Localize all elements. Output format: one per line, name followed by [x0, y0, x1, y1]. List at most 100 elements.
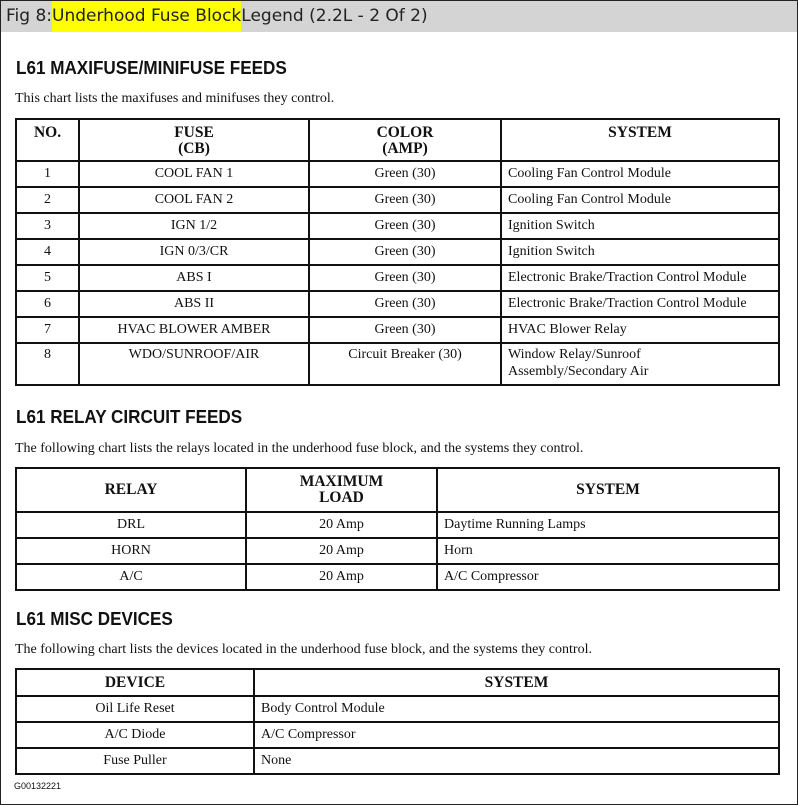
table-cell: COOL FAN 2 [78, 186, 310, 214]
table-cell: 20 Amp [245, 537, 438, 565]
table-row: DRL 20 Amp Daytime Running Lamps [15, 511, 780, 539]
table-cell: Oil Life Reset [15, 695, 255, 723]
table-cell: IGN 1/2 [78, 212, 310, 240]
section-heading-misc: L61 MISC DEVICES [16, 609, 173, 629]
column-header-line: NO. [33, 124, 62, 141]
maxifuse-table-body: 1 COOL FAN 1 Green (30) Cooling Fan Control… [15, 160, 780, 386]
figure-title-prefix: Fig 8: [6, 6, 53, 26]
table-cell: 4 [15, 238, 80, 266]
table-cell: 8 [15, 342, 80, 386]
table-cell: Daytime Running Lamps [436, 511, 780, 539]
table-cell: 5 [15, 264, 80, 292]
table-cell: A/C Compressor [253, 721, 780, 749]
table-cell: ABS II [78, 290, 310, 318]
column-header-line: SYSTEM [608, 124, 672, 141]
table-cell: 20 Amp [245, 563, 438, 591]
column-header-line: (AMP) [382, 140, 428, 157]
figure-title-bar: Fig 8: Underhood Fuse Block Legend (2.2L… [1, 1, 797, 32]
table-cell: Horn [436, 537, 780, 565]
table-cell: WDO/SUNROOF/AIR [78, 342, 310, 386]
column-header: DEVICE [15, 668, 255, 697]
table-row: A/C Diode A/C Compressor [15, 721, 780, 749]
section-description-relay: The following chart lists the relays loc… [15, 441, 584, 456]
table-cell: ABS I [78, 264, 310, 292]
table-header-row: DEVICE SYSTEM [15, 668, 780, 697]
section-heading-maxifuse: L61 MAXIFUSE/MINIFUSE FEEDS [16, 58, 287, 78]
table-row: 4 IGN 0/3/CR Green (30) Ignition Switch [15, 238, 780, 266]
table-cell: Window Relay/Sunroof Assembly/Secondary … [500, 342, 780, 386]
table-cell: Green (30) [308, 316, 502, 344]
column-header-line: RELAY [104, 481, 158, 498]
section-description-maxifuse: This chart lists the maxifuses and minif… [15, 91, 335, 106]
figure-title-highlight: Underhood Fuse Block [52, 1, 242, 32]
column-header-line: SYSTEM [576, 481, 640, 498]
table-cell: Cooling Fan Control Module [500, 186, 780, 214]
relay-table: RELAY MAXIMUM LOAD SYSTEM DRL 20 Amp Daytime … [15, 467, 780, 591]
table-row: 8 WDO/SUNROOF/AIR Circuit Breaker (30) Wind… [15, 342, 780, 386]
table-cell: Ignition Switch [500, 238, 780, 266]
column-header-line: SYSTEM [484, 673, 549, 691]
table-row: Fuse Puller None [15, 747, 780, 775]
table-cell: Green (30) [308, 212, 502, 240]
table-cell: DRL [15, 511, 247, 539]
table-cell: Green (30) [308, 264, 502, 292]
relay-table-body: DRL 20 Amp Daytime Running Lamps HORN 20 Amp… [15, 511, 780, 591]
table-cell: Electronic Brake/Traction Control Module [500, 290, 780, 318]
table-cell: A/C [15, 563, 247, 591]
table-cell: HVAC BLOWER AMBER [78, 316, 310, 344]
column-header-line: LOAD [319, 489, 364, 506]
table-cell: 2 [15, 186, 80, 214]
column-header: COLOR (AMP) [308, 118, 502, 162]
section-heading-relay: L61 RELAY CIRCUIT FEEDS [16, 407, 243, 427]
table-row: 3 IGN 1/2 Green (30) Ignition Switch [15, 212, 780, 240]
column-header: NO. [15, 118, 80, 162]
table-cell: None [253, 747, 780, 775]
table-cell: Green (30) [308, 238, 502, 266]
figure-code: G00132221 [14, 781, 62, 791]
figure-title-suffix: Legend (2.2L - 2 Of 2) [241, 6, 428, 26]
table-header-row: RELAY MAXIMUM LOAD SYSTEM [15, 467, 780, 513]
table-cell: 3 [15, 212, 80, 240]
column-header: SYSTEM [436, 467, 780, 513]
column-header: SYSTEM [253, 668, 780, 697]
column-header-line: MAXIMUM [299, 473, 384, 490]
table-row: Oil Life Reset Body Control Module [15, 695, 780, 723]
column-header-line: COLOR [376, 124, 434, 141]
table-cell: Cooling Fan Control Module [500, 160, 780, 188]
misc-table-body: Oil Life Reset Body Control Module A/C Dio… [15, 695, 780, 775]
table-cell: 7 [15, 316, 80, 344]
table-row: 5 ABS I Green (30) Electronic Brake/Tractio… [15, 264, 780, 292]
table-cell: A/C Compressor [436, 563, 780, 591]
column-header-line: DEVICE [104, 673, 166, 691]
column-header: RELAY [15, 467, 247, 513]
table-row: 7 HVAC BLOWER AMBER Green (30) HVAC Blower … [15, 316, 780, 344]
table-cell: HVAC Blower Relay [500, 316, 780, 344]
column-header: SYSTEM [500, 118, 780, 162]
table-cell: 1 [15, 160, 80, 188]
table-cell: IGN 0/3/CR [78, 238, 310, 266]
table-cell: Green (30) [308, 186, 502, 214]
table-cell: 20 Amp [245, 511, 438, 539]
column-header-line: (CB) [178, 140, 210, 157]
table-row: 6 ABS II Green (30) Electronic Brake/Tracti… [15, 290, 780, 318]
table-cell: Electronic Brake/Traction Control Module [500, 264, 780, 292]
table-header-row: NO. FUSE (CB) COLOR (AMP) SYSTEM [15, 118, 780, 162]
table-row: 2 COOL FAN 2 Green (30) Cooling Fan Control… [15, 186, 780, 214]
column-header: FUSE (CB) [78, 118, 310, 162]
column-header-line: FUSE [174, 124, 214, 141]
section-description-misc: The following chart lists the devices lo… [15, 642, 592, 657]
table-cell: COOL FAN 1 [78, 160, 310, 188]
table-cell: Fuse Puller [15, 747, 255, 775]
table-cell: Body Control Module [253, 695, 780, 723]
table-row: A/C 20 Amp A/C Compressor [15, 563, 780, 591]
table-cell: HORN [15, 537, 247, 565]
table-row: 1 COOL FAN 1 Green (30) Cooling Fan Control… [15, 160, 780, 188]
table-cell: A/C Diode [15, 721, 255, 749]
table-cell: 6 [15, 290, 80, 318]
table-cell: Green (30) [308, 160, 502, 188]
table-cell: Green (30) [308, 290, 502, 318]
table-cell: Circuit Breaker (30) [308, 342, 502, 386]
misc-table: DEVICE SYSTEM Oil Life Reset Body Control … [15, 668, 780, 775]
table-row: HORN 20 Amp Horn [15, 537, 780, 565]
